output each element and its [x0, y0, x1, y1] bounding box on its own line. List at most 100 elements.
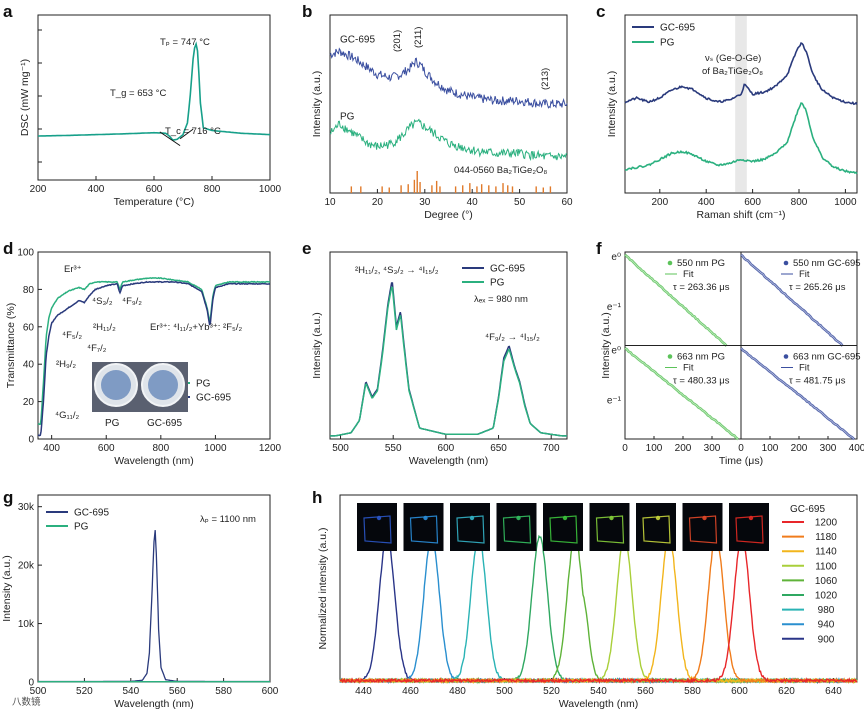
e-xlabel: Wavelength (nm) [409, 455, 489, 467]
g-panel-label: g [3, 488, 13, 507]
h-series-1200 [339, 535, 858, 685]
a-xtick-label: 1000 [259, 184, 282, 195]
d-plot-frame [37, 251, 271, 440]
c-series-gc695 [624, 42, 858, 106]
b-xtick-label: 50 [514, 197, 526, 208]
f-legend-fit-label: Fit [799, 269, 810, 280]
b-series-pg [329, 118, 568, 162]
h-inset-sample [595, 515, 625, 544]
f-legend-marker [667, 354, 673, 359]
d-annotation-er: Er³⁺ [64, 264, 82, 275]
d-xtick-label: 600 [98, 443, 115, 454]
h-legend-1020-label: 1020 [815, 591, 838, 602]
e-xtick-label: 700 [543, 443, 560, 454]
h-inset-glow [469, 515, 475, 521]
d-xtick-label: 1000 [204, 443, 227, 454]
f-series-fit [624, 254, 727, 347]
h-series-940 [339, 536, 858, 685]
a-annotation-tg: T_g = 653 °C [110, 88, 166, 99]
g-series-gc695 [38, 530, 270, 683]
g-ytick-label: 20k [18, 561, 35, 572]
f-xtick-label: 300 [820, 443, 837, 454]
f-series-fit [624, 348, 739, 440]
g-xtick-label: 560 [169, 686, 186, 697]
e-xtick-label: 550 [385, 443, 402, 454]
b-xtick-label: 20 [372, 197, 384, 208]
f-ytick-label: e⁰ [611, 252, 621, 263]
d-legend-pg-label: PG [196, 379, 211, 390]
c-xtick-label: 400 [698, 197, 715, 208]
h-inset-sample [549, 515, 578, 544]
f-ytick-label: e⁻¹ [607, 396, 622, 407]
f-series-fit [740, 348, 855, 440]
d-series-gc695 [38, 280, 271, 437]
d-annotation-yb: Er³⁺: ⁴I₁₁/₂+Yb³⁺: ²F₅/₂ [150, 322, 242, 333]
b-series-label-gc695: GC-695 [340, 35, 375, 46]
e-plot-frame [329, 251, 568, 440]
e-legend-gc695-label: GC-695 [490, 264, 525, 275]
d-annotation-2h112: ²H₁₁/₂ [93, 322, 116, 333]
h-xtick-label: 620 [778, 686, 795, 697]
f-annotation-tau: τ = 480.33 μs [673, 376, 730, 387]
h-inset-glow [423, 515, 428, 521]
c-annotation-2: of Ba₂TiGe₂O₈ [702, 66, 763, 77]
b-series-gc695 [329, 47, 568, 109]
h-legend-940-label: 940 [818, 620, 835, 631]
d-xtick-label: 800 [152, 443, 169, 454]
d-panel-label: d [3, 239, 13, 258]
d-series-pg [37, 276, 271, 426]
d-ytick-label: 80 [23, 285, 35, 296]
watermark-text: 八数镜 [12, 696, 41, 708]
f-legend-fit-label: Fit [683, 363, 694, 374]
f-panel-label: f [596, 239, 602, 258]
h-legend-1060-label: 1060 [815, 576, 838, 587]
d-ytick-label: 40 [23, 360, 35, 371]
f-legend-label: 550 nm PG [677, 258, 725, 269]
b-panel-label: b [302, 2, 312, 21]
c-xtick-label: 1000 [834, 197, 857, 208]
b-ylabel: Intensity (a.u.) [311, 71, 323, 138]
c-xtick-label: 800 [791, 197, 808, 208]
f-ytick-label: e⁰ [611, 346, 621, 357]
h-legend-980-label: 980 [818, 605, 835, 616]
h-xtick-label: 580 [684, 686, 701, 697]
h-legend-1180-label: 1180 [815, 532, 837, 543]
d-inset-disc-center [101, 370, 131, 400]
c-xtick-label: 600 [744, 197, 761, 208]
b-series-label-pg: PG [340, 112, 355, 123]
e-series-pg [330, 286, 567, 437]
d-annotation-4f92: ⁴F₉/₂ [122, 296, 142, 307]
d-annotation-4f52: ⁴F₅/₂ [62, 330, 82, 341]
b-xtick-label: 60 [561, 197, 573, 208]
e-xtick-label: 500 [332, 443, 349, 454]
f-legend-fit-label: Fit [683, 269, 694, 280]
h-xtick-label: 480 [449, 686, 466, 697]
h-series-1100 [339, 536, 857, 685]
g-xlabel: Wavelength (nm) [114, 698, 194, 710]
a-tangent-tc [179, 128, 194, 140]
h-xtick-label: 540 [590, 686, 607, 697]
e-panel-label: e [302, 239, 311, 258]
f-xtick-label: 300 [704, 443, 721, 454]
g-xtick-label: 600 [262, 686, 279, 697]
f-xtick-label: 400 [849, 443, 864, 454]
d-annotation-2h92: ²H₉/₂ [56, 359, 76, 370]
f-legend-marker [667, 260, 673, 266]
a-annotation-tc: T_c = 716 °C [165, 126, 221, 137]
b-xlabel: Degree (°) [424, 209, 473, 221]
h-series-980 [339, 536, 858, 684]
h-inset-sample [363, 515, 392, 544]
h-inset-sample [688, 515, 718, 544]
f-xtick-label: 200 [791, 443, 808, 454]
g-xtick-label: 500 [30, 686, 47, 697]
h-inset-sample [642, 515, 671, 544]
a-xtick-label: 600 [146, 184, 163, 195]
d-legend-gc695-label: GC-695 [196, 393, 231, 404]
h-legend-900-label: 900 [818, 634, 835, 645]
f-annotation-tau: τ = 265.26 μs [789, 282, 846, 293]
f-xtick-label: 0 [622, 443, 628, 454]
d-xlabel: Wavelength (nm) [114, 455, 194, 467]
f-ytick-label: e⁻¹ [607, 302, 622, 313]
f-annotation-tau: τ = 481.75 μs [789, 376, 846, 387]
b-annotation-201: (201) [392, 30, 403, 52]
